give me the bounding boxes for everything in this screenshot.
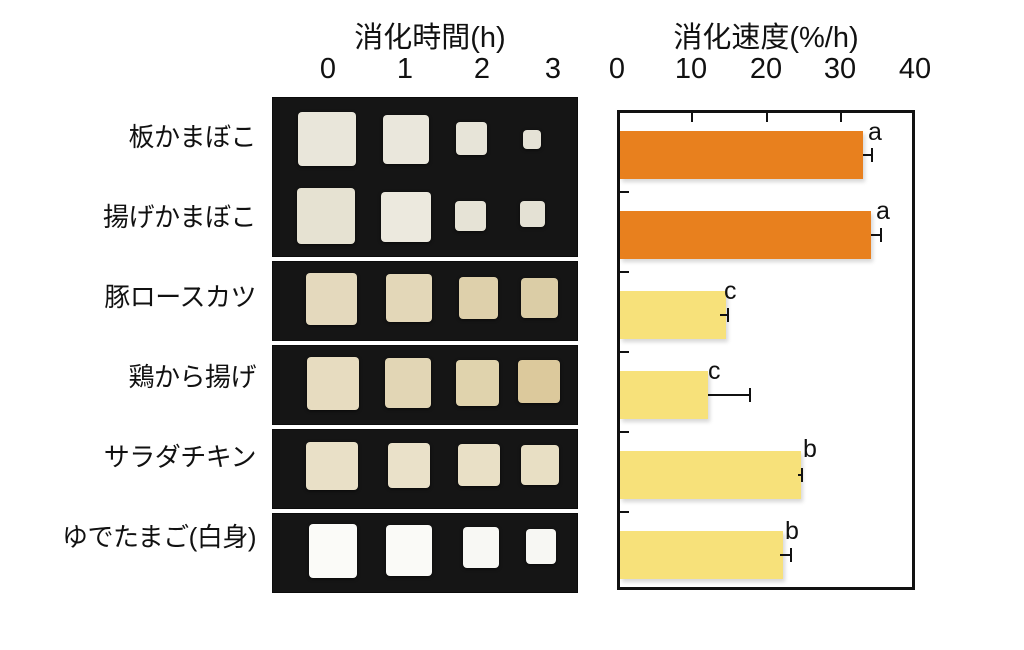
sig-label-age-kamaboko: a xyxy=(876,197,890,225)
specimen-karaage-2h xyxy=(456,360,499,406)
chart-xaxis-tick-labels: 0 10 20 30 40 xyxy=(560,53,1000,89)
errorbar-line-ita-kamaboko xyxy=(863,154,873,156)
specimen-chicken-1h xyxy=(388,443,430,488)
bar-ita-kamaboko xyxy=(620,131,863,179)
specimen-egg-3h xyxy=(526,529,556,564)
specimen-ita-3h xyxy=(523,130,541,149)
specimen-katsu-2h xyxy=(459,277,498,319)
xtick-label-0: 0 xyxy=(608,53,626,85)
photo-tick-0: 0 xyxy=(319,53,337,85)
specimen-karaage-1h xyxy=(385,358,431,408)
sample-label-ita-kamaboko: 板かまぼこ xyxy=(128,121,256,152)
photo-panel-title: 消化時間(h) xyxy=(354,22,506,54)
bar-karaage xyxy=(620,371,708,419)
sample-label-boiled-egg: ゆでたまご(白身) xyxy=(61,521,257,552)
specimen-ita-0h xyxy=(298,112,356,166)
errorbar-cap-ita-kamaboko xyxy=(871,148,873,162)
photo-tick-2: 2 xyxy=(473,53,491,85)
specimen-chicken-3h xyxy=(521,445,559,485)
errorbar-cap-age-kamaboko xyxy=(880,228,882,242)
sample-label-pork-katsu: 豚ロースカツ xyxy=(104,281,256,312)
xtick-label-40: 40 xyxy=(898,53,932,85)
errorbar-cap-boiled-egg xyxy=(790,548,792,562)
errorbar-line-karaage xyxy=(708,394,751,396)
xtick-label-30: 30 xyxy=(823,53,857,85)
photo-panel-pork-katsu xyxy=(272,261,578,341)
xtick-mark-20 xyxy=(766,113,768,122)
chart-title: 消化速度(%/h) xyxy=(673,22,859,54)
photo-tick-1: 1 xyxy=(396,53,414,85)
sig-label-salad-chicken: b xyxy=(803,435,817,463)
bar-pork-katsu xyxy=(620,291,726,339)
specimen-age-1h xyxy=(381,192,431,242)
bar-chart-plot-area: a a c c b b xyxy=(617,110,915,590)
specimen-photo-stack xyxy=(272,97,578,597)
xtick-mark-30 xyxy=(840,113,842,122)
sample-label-karaage: 鶏から揚げ xyxy=(128,361,256,392)
specimen-karaage-0h xyxy=(307,357,359,410)
errorbar-line-salad-chicken xyxy=(798,474,803,476)
sig-label-boiled-egg: b xyxy=(785,517,799,545)
specimen-age-3h xyxy=(520,201,545,227)
specimen-ita-1h xyxy=(383,115,429,164)
ytick-mark-5 xyxy=(620,511,629,513)
ytick-mark-3 xyxy=(620,351,629,353)
errorbar-cap-pork-katsu xyxy=(727,308,729,322)
specimen-chicken-2h xyxy=(458,444,500,486)
sig-label-pork-katsu: c xyxy=(724,277,737,305)
sample-label-column: 板かまぼこ 揚げかまぼこ 豚ロースカツ 鶏から揚げ サラダチキン ゆでたまご(白… xyxy=(0,95,268,575)
photo-time-tick-row: 0 1 2 3 xyxy=(280,53,580,89)
sample-label-salad-chicken: サラダチキン xyxy=(103,441,257,472)
errorbar-line-boiled-egg xyxy=(780,554,792,556)
photo-panel-boiled-egg xyxy=(272,513,578,593)
specimen-chicken-0h xyxy=(306,442,358,490)
ytick-mark-2 xyxy=(620,271,629,273)
xtick-label-20: 20 xyxy=(749,53,783,85)
bar-age-kamaboko xyxy=(620,211,871,259)
ytick-mark-1 xyxy=(620,191,629,193)
xtick-label-10: 10 xyxy=(674,53,708,85)
specimen-ita-2h xyxy=(456,122,487,155)
specimen-katsu-3h xyxy=(521,278,558,318)
sig-label-ita-kamaboko: a xyxy=(868,118,882,146)
ytick-mark-4 xyxy=(620,431,629,433)
errorbar-line-pork-katsu xyxy=(720,314,729,316)
specimen-age-2h xyxy=(455,201,486,231)
errorbar-line-age-kamaboko xyxy=(871,234,882,236)
photo-panel-kamaboko xyxy=(272,97,578,257)
specimen-karaage-3h xyxy=(518,360,560,403)
photo-panel-salad-chicken xyxy=(272,429,578,509)
bar-salad-chicken xyxy=(620,451,801,499)
photo-tick-3: 3 xyxy=(544,53,562,85)
bar-boiled-egg xyxy=(620,531,783,579)
specimen-egg-2h xyxy=(463,527,499,568)
photo-panel-karaage xyxy=(272,345,578,425)
sig-label-karaage: c xyxy=(708,357,721,385)
specimen-egg-1h xyxy=(386,525,432,576)
specimen-age-0h xyxy=(297,188,355,244)
errorbar-cap-salad-chicken xyxy=(801,468,803,482)
sample-label-age-kamaboko: 揚げかまぼこ xyxy=(102,201,257,232)
specimen-katsu-0h xyxy=(306,273,357,325)
specimen-katsu-1h xyxy=(386,274,432,322)
errorbar-cap-karaage xyxy=(749,388,751,402)
specimen-egg-0h xyxy=(309,524,357,578)
xtick-mark-10 xyxy=(691,113,693,122)
